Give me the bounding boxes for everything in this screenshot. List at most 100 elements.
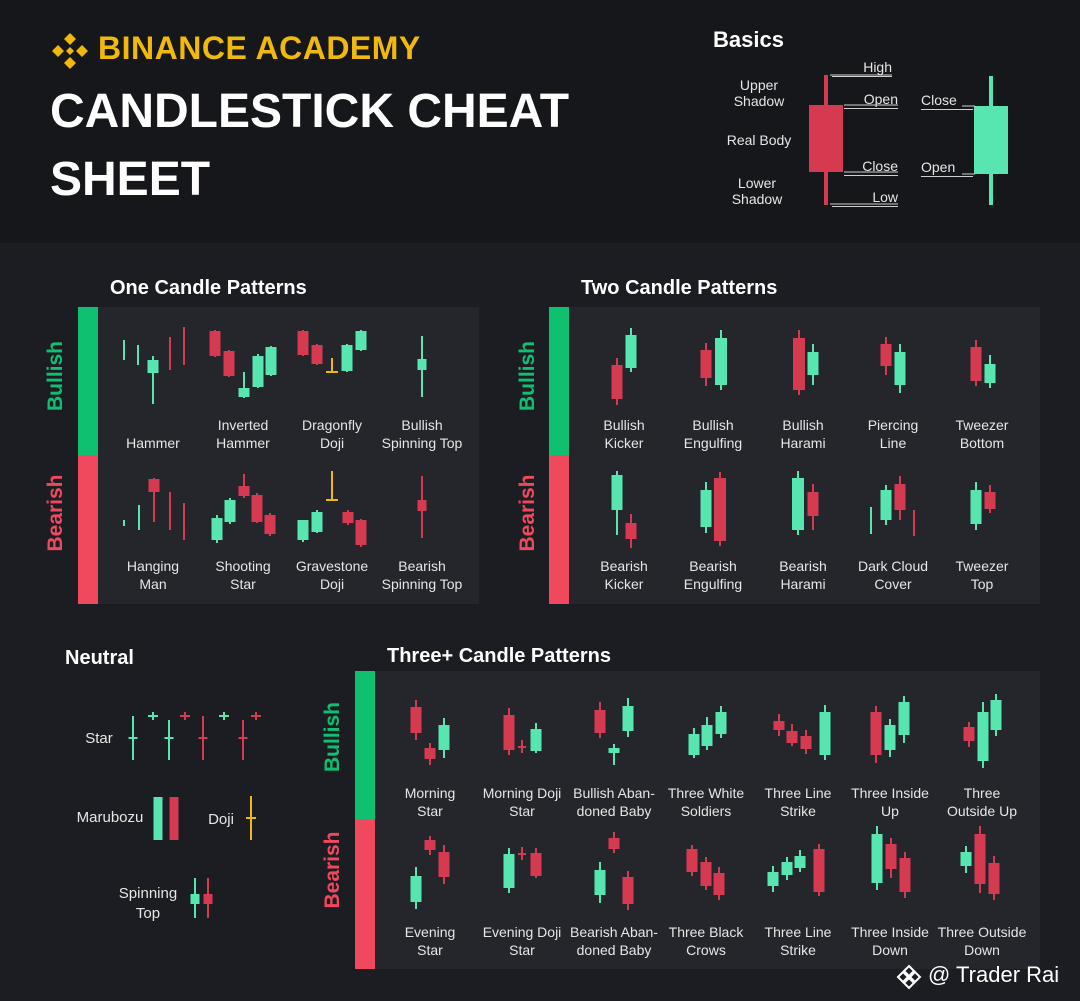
candle-63 [594, 702, 606, 738]
two-bear-label-5: Tweezer Top [955, 558, 1009, 592]
candle-105 [198, 716, 208, 760]
brand-name: BINANCE ACADEMY [98, 30, 421, 66]
candle-81 [438, 845, 450, 884]
doji-31 [326, 471, 338, 501]
candle-13 [297, 330, 309, 356]
doji-15 [326, 358, 338, 373]
candle-95 [871, 826, 883, 890]
candle-50 [807, 484, 819, 530]
candle-69 [773, 714, 785, 736]
two-bear-label-2: Bearish Engulfing [683, 558, 743, 592]
candle-55 [970, 482, 982, 530]
one-candle-panel [78, 307, 479, 604]
candle-38 [715, 330, 727, 390]
candle-68 [715, 706, 727, 738]
candle-78 [990, 694, 1002, 736]
candle-32 [342, 510, 354, 525]
one-bear-label-3: Gravestone Doji [295, 558, 369, 592]
one-bull-label-4: Bullish Spinning Top [381, 417, 463, 451]
three-bear-label-6: Three Inside Down [851, 924, 929, 958]
candle-82 [503, 848, 515, 893]
two-candle-title: Two Candle Patterns [581, 277, 778, 299]
candle-91 [767, 866, 779, 892]
real-body-label: Real Body [726, 132, 792, 148]
doji-104 [180, 712, 190, 720]
candle-75 [898, 696, 910, 743]
two-bullish-bar [549, 307, 569, 455]
candle-21 [148, 478, 160, 522]
candle-8 [209, 330, 221, 357]
candle-58 [424, 743, 436, 765]
doji-label: Doji [208, 811, 234, 828]
candle-92 [781, 857, 793, 880]
three-bear-label-3: Bearish Aban-doned Baby [570, 924, 658, 958]
one-bull-label-3: Dragonfly Doji [302, 417, 362, 451]
header-area [0, 0, 1080, 243]
candle-73 [870, 706, 882, 763]
candle-112 [190, 878, 200, 918]
doji-106 [219, 712, 229, 720]
candle-51 [870, 507, 872, 534]
candle-62 [530, 723, 542, 753]
two-bear-label-3: Bearish Harami [779, 558, 827, 592]
candle-54 [913, 510, 915, 536]
doji-108 [251, 712, 261, 720]
candle-42 [894, 344, 906, 393]
three-bull-label-4: Three White Soldiers [667, 785, 745, 819]
candle-66 [688, 728, 700, 758]
candle-70 [786, 724, 798, 746]
candle-72 [819, 705, 831, 760]
doji-111 [246, 796, 256, 840]
candle-101 [128, 716, 138, 760]
candle-43 [970, 340, 982, 386]
candle-28 [264, 513, 276, 536]
candle-88 [686, 845, 698, 876]
candle-29 [297, 520, 309, 542]
page-title-line-2: SHEET [50, 153, 211, 206]
three-bear-label-2: Evening Doji Star [482, 924, 562, 958]
doji-61 [518, 740, 526, 753]
two-bearish-bar [549, 455, 569, 604]
candle-1 [809, 75, 843, 205]
green-open-label: Open [921, 159, 973, 177]
three-bull-label-6: Three Inside Up [851, 785, 929, 819]
green-close-label: Close [921, 92, 973, 110]
three-bearish-bar [355, 819, 375, 969]
candle-77 [977, 702, 989, 768]
candle-24 [211, 515, 223, 543]
candle-52 [880, 485, 892, 525]
three-bull-label-7: Three Outside Up [946, 785, 1018, 819]
candle-49 [792, 471, 804, 535]
candle-7 [183, 327, 185, 365]
neutral-title: Neutral [65, 647, 134, 669]
page-title-line-1: CANDLESTICK CHEAT [50, 85, 570, 138]
candle-87 [622, 871, 634, 910]
candle-64 [608, 744, 620, 765]
two-bull-label-5: Tweezer Bottom [955, 417, 1009, 451]
one-bear-label-1: Hanging Man [126, 558, 180, 592]
three-candle-title: Three+ Candle Patterns [387, 645, 611, 667]
candle-76 [963, 722, 975, 747]
candle-90 [713, 867, 725, 900]
candle-25 [224, 498, 236, 524]
candle-113 [203, 878, 213, 918]
candle-98 [960, 846, 972, 873]
two-bull-label-4: Piercing Line [867, 417, 919, 451]
candle-40 [807, 344, 819, 385]
candle-71 [800, 730, 812, 754]
three-bull-label-1: Morning Star [404, 785, 456, 819]
candle-107 [238, 720, 248, 760]
marubozu-label: Marubozu [76, 809, 144, 826]
one-bear-label-2: Shooting Star [215, 558, 271, 592]
upper-shadow-label: Upper Shadow [733, 77, 785, 109]
two-bull-label-1: Bullish Kicker [603, 417, 645, 451]
one-bearish-bar [78, 455, 98, 604]
candle-6 [169, 337, 171, 370]
two-bear-label-1: Bearish Kicker [600, 558, 648, 592]
candle-12 [265, 346, 277, 376]
star-label: Star [85, 730, 113, 747]
candle-39 [793, 330, 805, 395]
candle-97 [899, 852, 911, 898]
close-label: Close [844, 158, 898, 176]
